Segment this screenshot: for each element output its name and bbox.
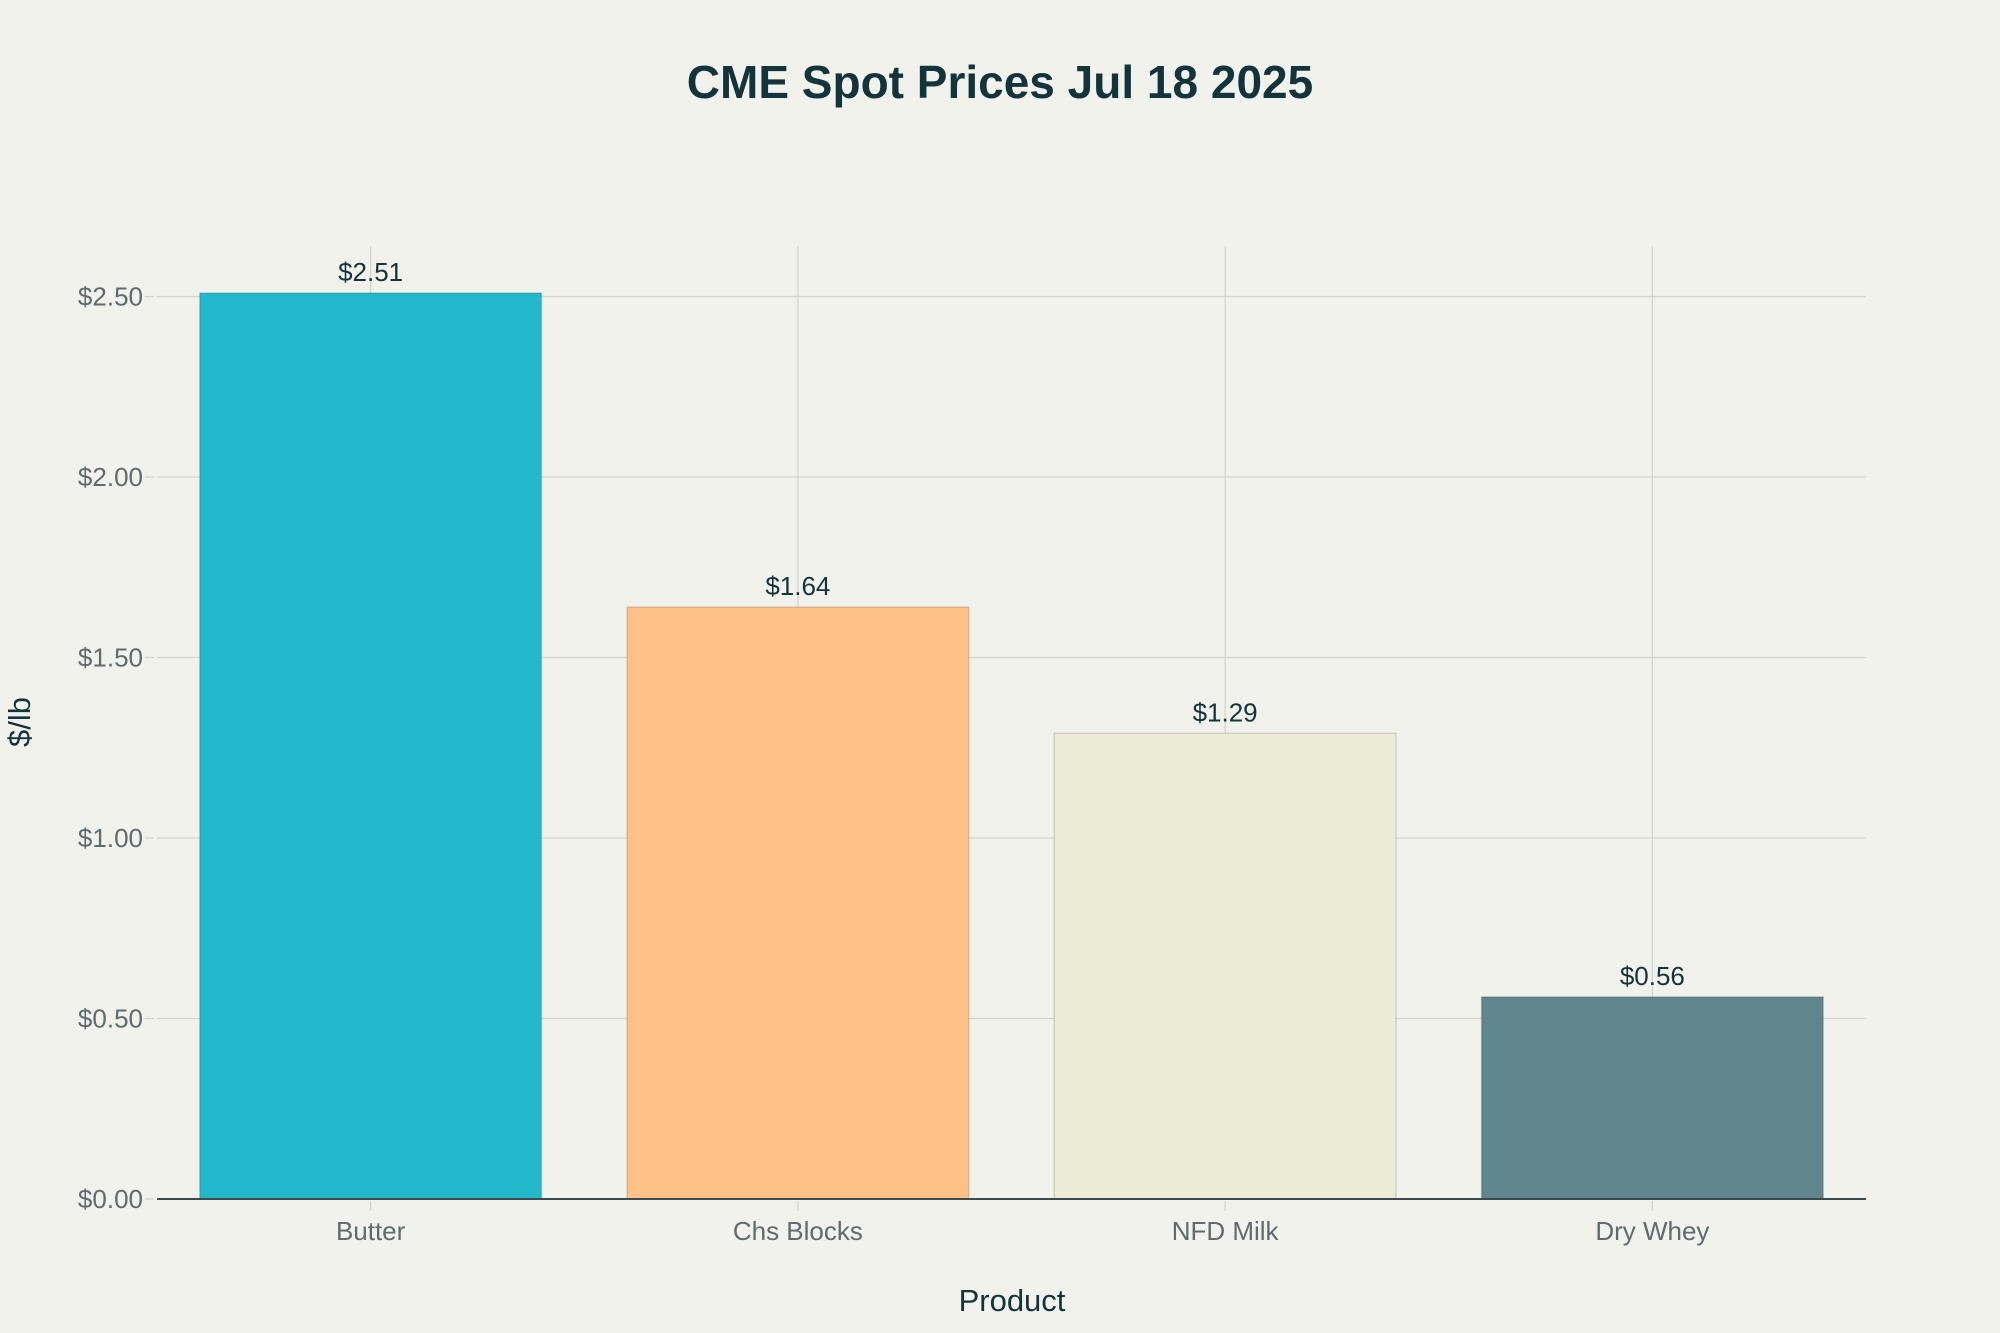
x-axis-title: Product [959, 1283, 1066, 1318]
y-tick-label: $2.00 [78, 462, 143, 492]
x-tick-label: Butter [336, 1216, 406, 1246]
bar-dry-whey [1480, 996, 1825, 1200]
data-label: $1.64 [765, 571, 830, 601]
bar-nfd-milk [1053, 732, 1397, 1200]
x-tick-label: Dry Whey [1595, 1216, 1709, 1246]
data-label: $1.29 [1193, 697, 1258, 727]
x-tick-label: Chs Blocks [733, 1216, 863, 1246]
chart-title: CME Spot Prices Jul 18 2025 [687, 56, 1313, 108]
y-axis-title: $/lb [2, 697, 37, 747]
y-tick-label: $0.00 [78, 1184, 143, 1214]
x-tick-label: NFD Milk [1172, 1216, 1280, 1246]
y-tick-label: $0.50 [78, 1004, 143, 1034]
data-label: $0.56 [1620, 961, 1685, 991]
y-tick-label: $1.50 [78, 643, 143, 673]
data-label: $2.51 [338, 257, 403, 287]
y-tick-label: $2.50 [78, 282, 143, 312]
y-tick-label: $1.00 [78, 823, 143, 853]
bar-chs-blocks [626, 606, 970, 1200]
bar-butter [198, 292, 543, 1200]
